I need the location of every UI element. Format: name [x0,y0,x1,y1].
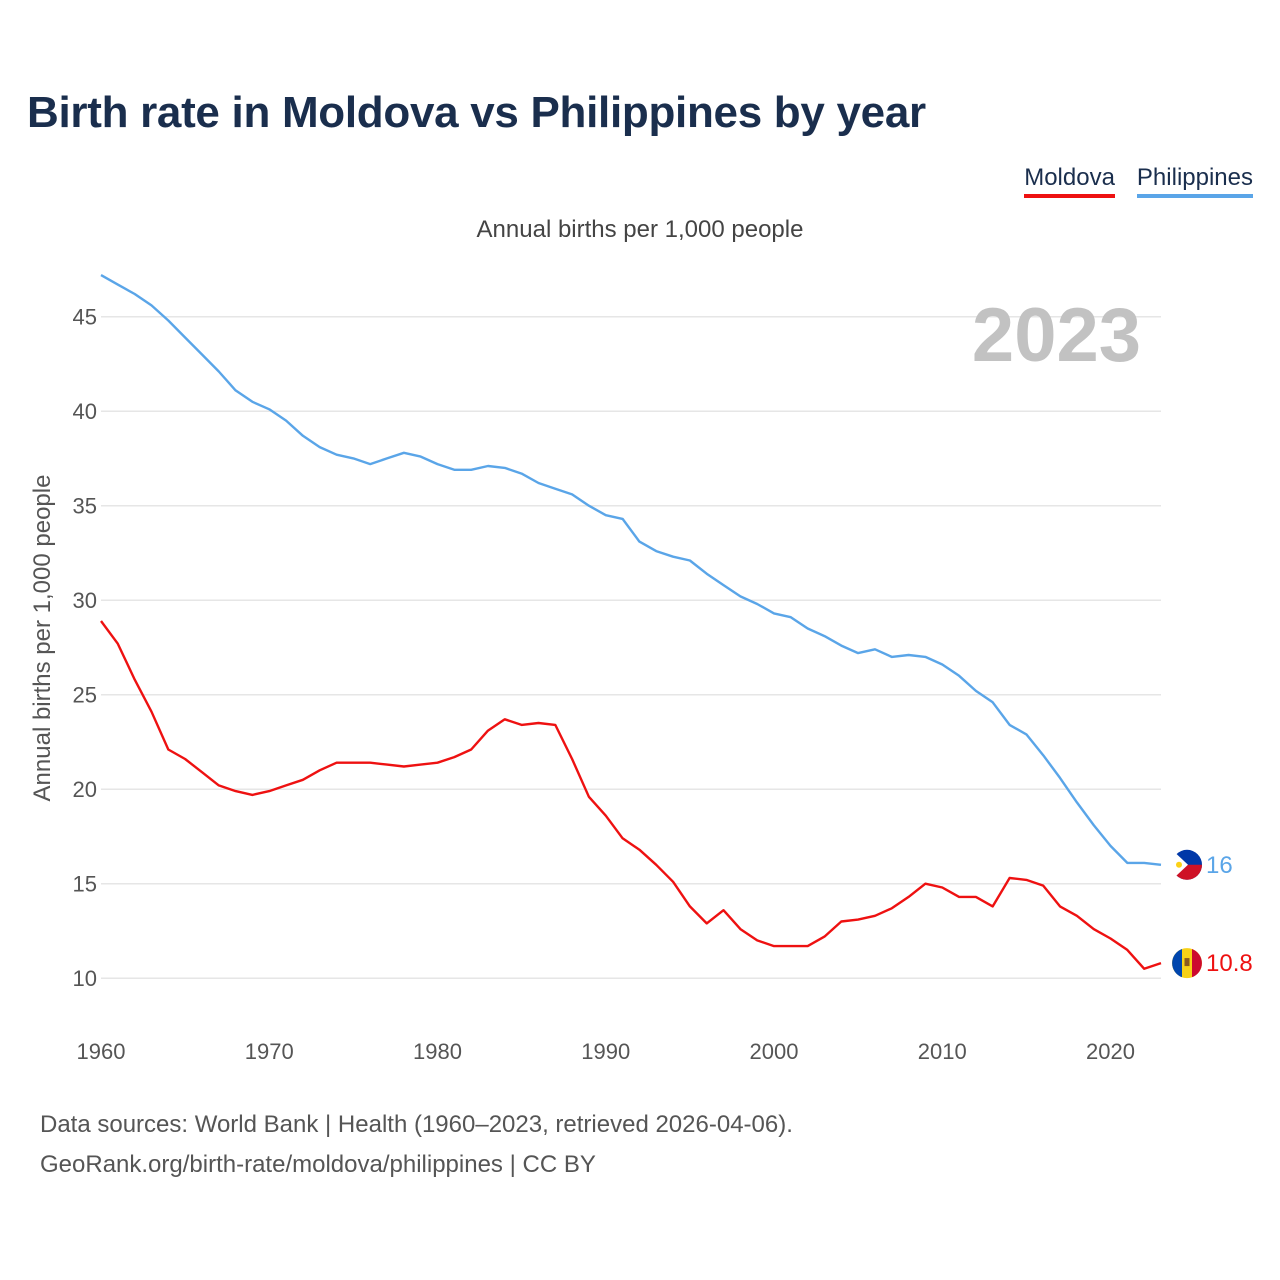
line-chart: 10 15 20 25 30 35 40 45 1960 1970 1980 1990 2000 2010… [29,274,1253,1064]
end-label-philippines: 16 [1206,852,1233,879]
x-tick-label: 2010 [918,1039,967,1064]
flag-stripe-blue [1172,948,1182,978]
flag-sun [1176,861,1182,868]
x-tick-label: 1990 [581,1039,630,1064]
flag-emblem [1184,958,1190,967]
x-tick-label: 1980 [413,1039,462,1064]
chart-subtitle: Annual births per 1,000 people [476,216,804,243]
legend-item-moldova[interactable]: Moldova [1024,164,1115,198]
y-tick-label: 15 [73,872,97,897]
y-tick-label: 20 [73,777,97,802]
line-moldova [100,620,1162,970]
x-tick-label: 2000 [750,1039,799,1064]
x-tick-label: 1960 [77,1039,126,1064]
flag-stripe-red [1192,948,1202,978]
y-axis-label: Annual births per 1,000 people [29,475,56,802]
y-tick-label: 25 [73,683,97,708]
y-tick-label: 10 [73,966,97,991]
year-label: 2023 [972,293,1141,378]
chart-title: Birth rate in Moldova vs Philippines by … [27,88,926,137]
legend-item-philippines[interactable]: Philippines [1136,164,1253,198]
y-tick-label: 35 [73,494,97,519]
y-tick-label: 30 [73,588,97,613]
source-url[interactable]: GeoRank.org/birth-rate/moldova/philippin… [40,1151,596,1178]
x-tick-label: 1970 [245,1039,294,1064]
end-label-moldova: 10.8 [1206,950,1253,977]
y-tick-label: 40 [73,399,97,424]
legend: Moldova Philippines [1024,164,1253,198]
footer: Data sources: World Bank | Health (1960–… [40,1105,793,1185]
y-tick-label: 45 [73,305,97,330]
x-tick-label: 2020 [1086,1039,1135,1064]
line-philippines [100,274,1162,866]
data-source-note: Data sources: World Bank | Health (1960–… [40,1111,793,1138]
